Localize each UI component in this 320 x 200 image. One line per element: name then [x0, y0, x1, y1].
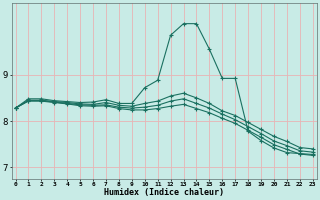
- X-axis label: Humidex (Indice chaleur): Humidex (Indice chaleur): [104, 188, 224, 197]
